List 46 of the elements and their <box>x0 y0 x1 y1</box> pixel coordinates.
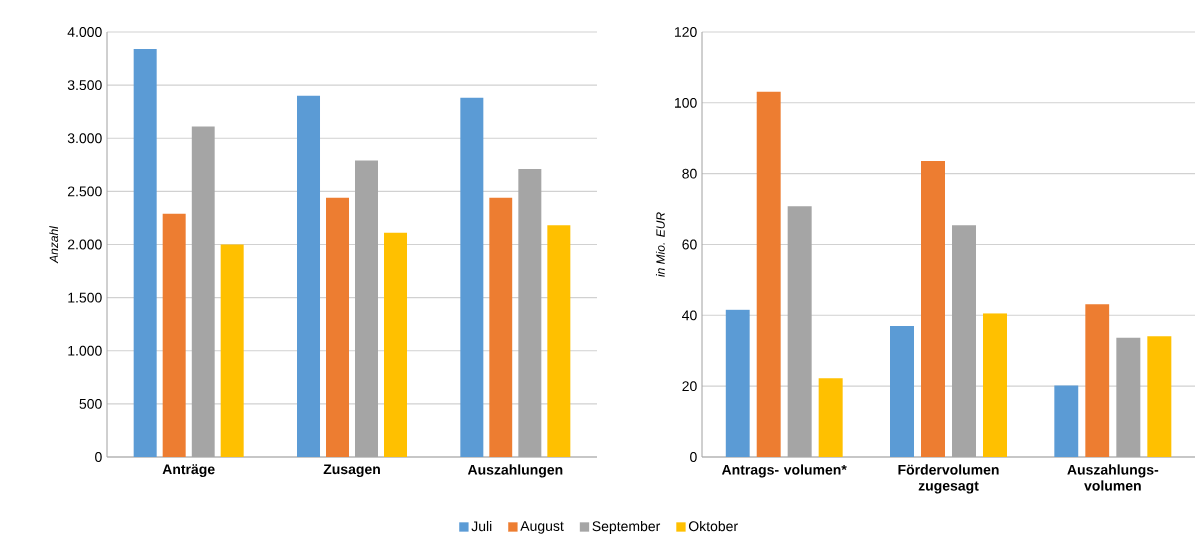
legend-label: Juli <box>471 520 492 532</box>
bar <box>162 213 186 457</box>
legend-label: August <box>520 521 564 534</box>
bar <box>489 197 513 457</box>
bar <box>725 309 750 457</box>
y-tick-label: 40 <box>682 310 697 321</box>
y-tick-label: 120 <box>675 27 697 37</box>
bar <box>297 95 321 457</box>
bar <box>133 48 157 457</box>
x-tick-label: Fördervolumen zugesagt <box>898 464 999 494</box>
y-axis-title: in Mio. EUR <box>655 212 665 277</box>
bar <box>326 197 350 457</box>
bar <box>547 225 571 457</box>
bar <box>983 313 1007 457</box>
y-tick-label: 1.500 <box>68 292 102 303</box>
bar <box>890 325 914 457</box>
x-tick-label: Antrags- volumen* <box>721 464 847 478</box>
y-tick-label: 0 <box>95 452 102 462</box>
y-axis-title: Anzahl <box>49 225 59 264</box>
bar <box>1054 385 1079 457</box>
y-tick-label: 0 <box>690 452 697 462</box>
bar <box>460 97 484 457</box>
y-tick-label: 80 <box>682 168 697 179</box>
y-tick-label: 2.500 <box>67 186 102 197</box>
x-tick-label: Auszahlungs- volumen <box>1067 464 1159 491</box>
bar <box>921 160 945 457</box>
y-tick-label: 100 <box>675 97 697 108</box>
bar <box>1147 336 1172 457</box>
y-tick-label: 1.000 <box>68 345 102 356</box>
bar <box>384 232 408 457</box>
y-tick-label: 4.000 <box>67 27 102 37</box>
y-tick-label: 3.000 <box>67 133 102 144</box>
y-tick-label: 2.000 <box>67 239 102 250</box>
bar <box>756 91 781 457</box>
x-tick-label: Anträge <box>162 464 215 478</box>
y-tick-label: 500 <box>79 398 102 409</box>
legend-label: Oktober <box>688 520 738 532</box>
y-tick-label: 60 <box>682 239 697 250</box>
bar <box>1085 304 1110 457</box>
y-tick-label: 3.500 <box>67 80 102 91</box>
legend-label: September <box>592 520 661 534</box>
y-tick-label: 20 <box>682 381 697 392</box>
bar <box>818 378 843 457</box>
x-tick-label: Auszahlungen <box>467 464 563 478</box>
bar <box>220 244 244 457</box>
x-tick-label: Zusagen <box>323 464 380 477</box>
